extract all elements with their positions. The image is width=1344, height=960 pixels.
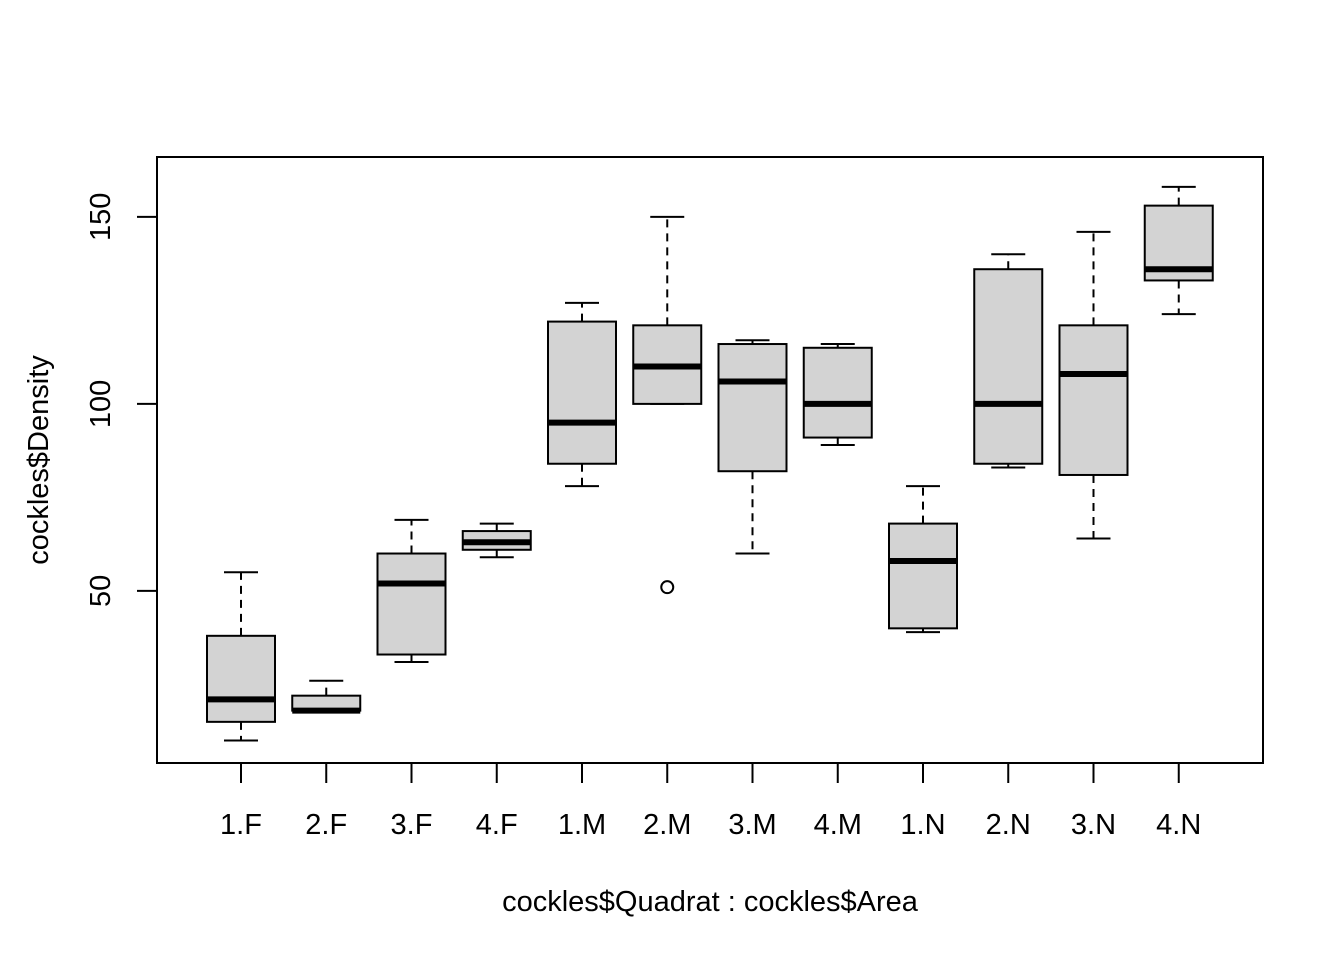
x-tick-label: 3.F <box>391 809 433 841</box>
box <box>802 346 873 439</box>
box <box>376 552 447 656</box>
x-tick-label: 1.M <box>558 809 606 841</box>
x-tick-label: 2.F <box>305 809 347 841</box>
x-tick-label: 4.N <box>1156 809 1201 841</box>
box-group-2-N <box>973 253 1044 469</box>
box-group-1-N <box>888 485 958 634</box>
box <box>547 320 617 465</box>
y-axis-label: cockles$Density <box>23 355 55 565</box>
x-tick-label: 4.M <box>814 809 862 841</box>
y-tick-label: 150 <box>85 193 117 241</box>
outlier-point <box>660 580 675 595</box>
y-tick-label: 50 <box>85 575 117 607</box>
x-tick-label: 2.N <box>986 809 1031 841</box>
x-tick-label: 4.F <box>476 809 518 841</box>
box-group-1-M <box>547 301 617 488</box>
box-group-4-N <box>1143 185 1214 316</box>
box-group-1-F <box>206 571 276 742</box>
x-tick-label: 3.N <box>1071 809 1116 841</box>
x-axis-label: cockles$Quadrat : cockles$Area <box>502 886 919 918</box>
box-group-4-M <box>802 343 873 447</box>
box-group-3-F <box>376 518 447 663</box>
box-group-3-N <box>1058 230 1129 540</box>
box <box>206 634 276 723</box>
x-tick-label: 3.M <box>728 809 776 841</box>
plot-layer <box>206 185 1214 742</box>
box-group-2-F <box>291 679 362 714</box>
axes-layer: 1.F 2.F 3.F 4.F 1.M 2.M 3.M 4.M 1.N 2.N 3.N 4.N 50 10… <box>85 156 1264 841</box>
box <box>1058 324 1129 476</box>
box <box>888 522 958 630</box>
x-tick-label: 1.F <box>220 809 262 841</box>
x-tick-label: 1.N <box>900 809 945 841</box>
box <box>717 343 788 473</box>
box-group-4-F <box>461 522 532 559</box>
box-group-2-M <box>632 215 703 595</box>
y-tick-label: 100 <box>85 380 117 428</box>
box-group-3-M <box>717 339 788 555</box>
plot-frame <box>156 156 1264 764</box>
x-tick-label: 2.M <box>643 809 691 841</box>
box <box>973 268 1044 465</box>
